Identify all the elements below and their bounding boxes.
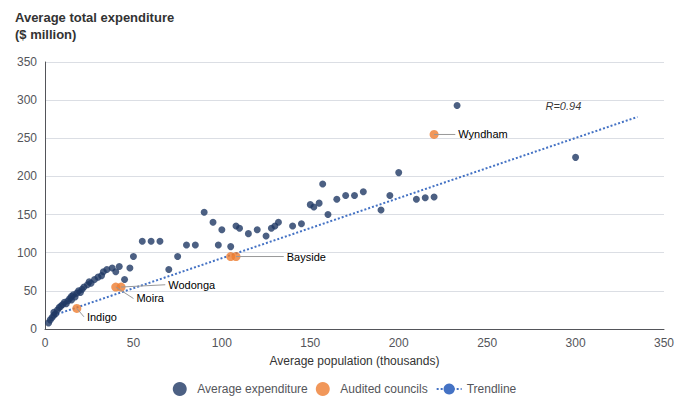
svg-text:300: 300 [566, 336, 586, 350]
svg-text:R=0.94: R=0.94 [546, 100, 582, 112]
svg-text:0: 0 [30, 322, 37, 336]
svg-text:Average total expenditure: Average total expenditure [15, 10, 174, 25]
svg-text:100: 100 [212, 336, 232, 350]
svg-text:0: 0 [42, 336, 49, 350]
svg-text:Bayside: Bayside [287, 251, 326, 263]
svg-text:350: 350 [654, 336, 674, 350]
svg-text:50: 50 [127, 336, 141, 350]
svg-text:Trendline: Trendline [467, 382, 517, 396]
svg-text:Wodonga: Wodonga [168, 279, 216, 291]
svg-text:200: 200 [17, 169, 37, 183]
svg-text:350: 350 [17, 55, 37, 69]
svg-text:250: 250 [17, 131, 37, 145]
svg-text:Average expenditure: Average expenditure [197, 382, 308, 396]
svg-text:Wyndham: Wyndham [458, 128, 507, 140]
svg-text:200: 200 [389, 336, 409, 350]
svg-text:100: 100 [17, 246, 37, 260]
svg-text:300: 300 [17, 93, 37, 107]
svg-text:150: 150 [300, 336, 320, 350]
svg-text:150: 150 [17, 208, 37, 222]
svg-text:($ million): ($ million) [15, 27, 76, 42]
svg-text:50: 50 [24, 284, 38, 298]
svg-text:Moira: Moira [136, 292, 164, 304]
svg-text:Indigo: Indigo [87, 311, 117, 323]
svg-text:Average population (thousands): Average population (thousands) [270, 354, 440, 368]
svg-text:250: 250 [477, 336, 497, 350]
svg-text:Audited councils: Audited councils [340, 382, 427, 396]
